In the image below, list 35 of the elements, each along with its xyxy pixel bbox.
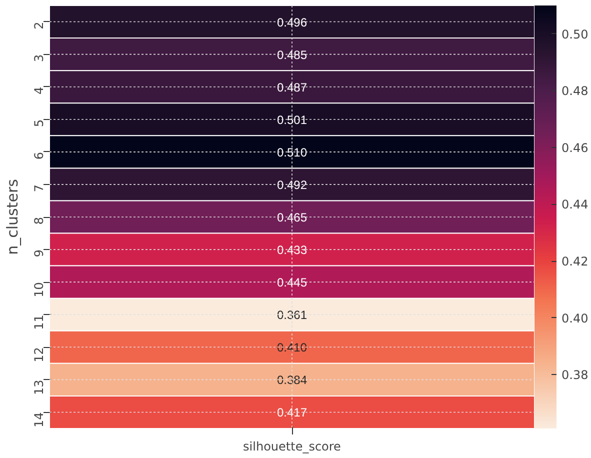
- data-label: 0.485: [276, 48, 308, 62]
- y-tick-label: 6: [32, 152, 46, 160]
- data-label: 0.361: [276, 308, 308, 322]
- y-tick-label: 14: [32, 412, 46, 428]
- color-bar-label: 0.44: [562, 198, 588, 212]
- color-bar-label: 0.46: [562, 140, 588, 155]
- data-label: 0.433: [276, 243, 308, 258]
- data-label: 0.445: [276, 276, 308, 290]
- data-label: 0.410: [276, 340, 308, 355]
- y-axis-title: n_clusters: [4, 178, 22, 255]
- y-tick-label: 7: [32, 184, 46, 192]
- color-bar-label: 0.50: [562, 27, 588, 42]
- y-tick-label: 9: [32, 250, 46, 258]
- y-tick-label: 8: [32, 216, 46, 225]
- data-label: 0.510: [276, 145, 308, 160]
- data-label: 0.465: [276, 210, 308, 224]
- y-tick-label: 11: [32, 314, 46, 330]
- color-bar-label: 0.42: [562, 254, 588, 269]
- x-tick-label: silhouette_score: [243, 440, 341, 454]
- color-bar-label: 0.48: [562, 84, 588, 98]
- y-tick-label: 13: [32, 380, 46, 395]
- data-label: 0.496: [276, 15, 308, 30]
- y-tick-label: 3: [32, 54, 46, 62]
- data-label: 0.487: [276, 80, 308, 94]
- y-tick-label: 4: [32, 86, 46, 94]
- data-label: 0.417: [276, 406, 308, 420]
- y-tick-label: 5: [32, 119, 46, 128]
- y-tick-label: 12: [32, 347, 46, 362]
- data-label: 0.384: [276, 373, 308, 388]
- color-bar-label: 0.38: [562, 368, 588, 382]
- color-bar-label: 0.40: [562, 311, 588, 326]
- y-tick-label: 10: [32, 282, 46, 298]
- y-tick-label: 2: [32, 22, 46, 30]
- data-label: 0.492: [276, 178, 308, 192]
- data-label: 0.501: [276, 112, 308, 127]
